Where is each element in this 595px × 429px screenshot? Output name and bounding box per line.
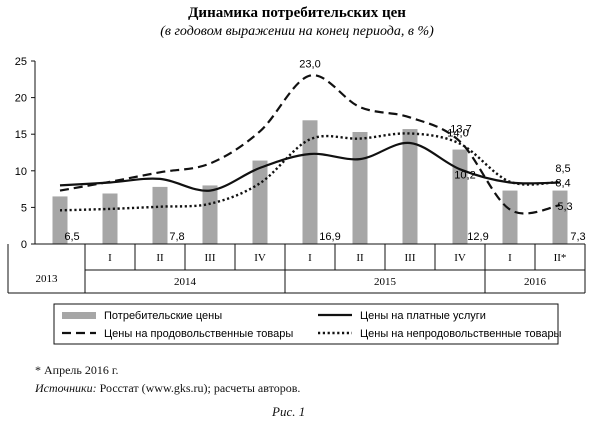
bar: [252, 160, 268, 244]
data-label: 10,2: [454, 169, 475, 181]
y-tick-label: 20: [15, 93, 27, 105]
y-tick-label: 10: [15, 166, 27, 178]
data-label: 5,3: [557, 201, 572, 213]
quarter-label: IV: [454, 252, 466, 264]
bar: [202, 185, 218, 244]
sources-line: Источники: Росстат (www.gks.ru); расчеты…: [35, 381, 300, 396]
legend-swatch-bar: [62, 312, 96, 319]
data-label: 8,5: [555, 163, 570, 175]
footnote: * Апрель 2016 г.: [35, 363, 119, 377]
data-label: 23,0: [299, 59, 320, 71]
y-tick-label: 25: [15, 56, 27, 68]
bar: [302, 120, 318, 244]
quarter-label: II: [156, 252, 164, 264]
legend-label: Цены на непродовольственные товары: [360, 328, 562, 340]
legend-label: Цены на продовольственные товары: [104, 328, 293, 340]
data-label: 14,0: [447, 128, 468, 140]
sources-text: Росстат (www.gks.ru); расчеты авторов.: [96, 381, 301, 395]
y-tick-label: 5: [21, 202, 27, 214]
quarter-label: II*: [554, 252, 567, 264]
year-label: 2013: [36, 273, 59, 285]
data-label: 16,9: [319, 231, 340, 243]
series-line-services-line: [59, 141, 561, 192]
data-label: 6,5: [64, 231, 79, 243]
data-label: 13,7: [450, 124, 471, 136]
quarter-label: III: [405, 252, 416, 264]
bar: [152, 186, 168, 244]
legend-label: Потребительские цены: [104, 310, 222, 322]
data-label: 12,9: [467, 231, 488, 243]
year-label: 2016: [524, 276, 547, 288]
figure-caption: Рис. 1: [272, 404, 306, 419]
bar: [102, 193, 118, 244]
series-line-food-line: [59, 74, 561, 215]
sources-label: Источники:: [35, 381, 97, 395]
quarter-label: I: [108, 252, 112, 264]
bar: [552, 190, 568, 244]
data-label: 8,4: [555, 178, 570, 190]
data-label: 7,3: [570, 231, 585, 243]
bar: [352, 132, 368, 244]
year-label: 2014: [174, 276, 197, 288]
quarter-label: I: [508, 252, 512, 264]
quarter-label: I: [308, 252, 312, 264]
quarter-label: III: [205, 252, 216, 264]
legend-box: [53, 303, 559, 345]
bar: [402, 129, 418, 244]
quarter-label: II: [356, 252, 364, 264]
legend-label: Цены на платные услуги: [360, 310, 486, 322]
quarter-label: IV: [254, 252, 266, 264]
chart-subtitle: (в годовом выражении на конец периода, в…: [160, 24, 434, 39]
y-tick-label: 0: [21, 239, 27, 251]
bar: [452, 149, 468, 244]
chart-title: Динамика потребительских цен: [188, 5, 406, 21]
year-label: 2015: [374, 276, 397, 288]
bar: [52, 196, 68, 244]
bar: [502, 190, 518, 244]
y-tick-label: 15: [15, 129, 27, 141]
data-label: 7,8: [169, 231, 184, 243]
series-line-nonfood-line: [59, 132, 561, 212]
